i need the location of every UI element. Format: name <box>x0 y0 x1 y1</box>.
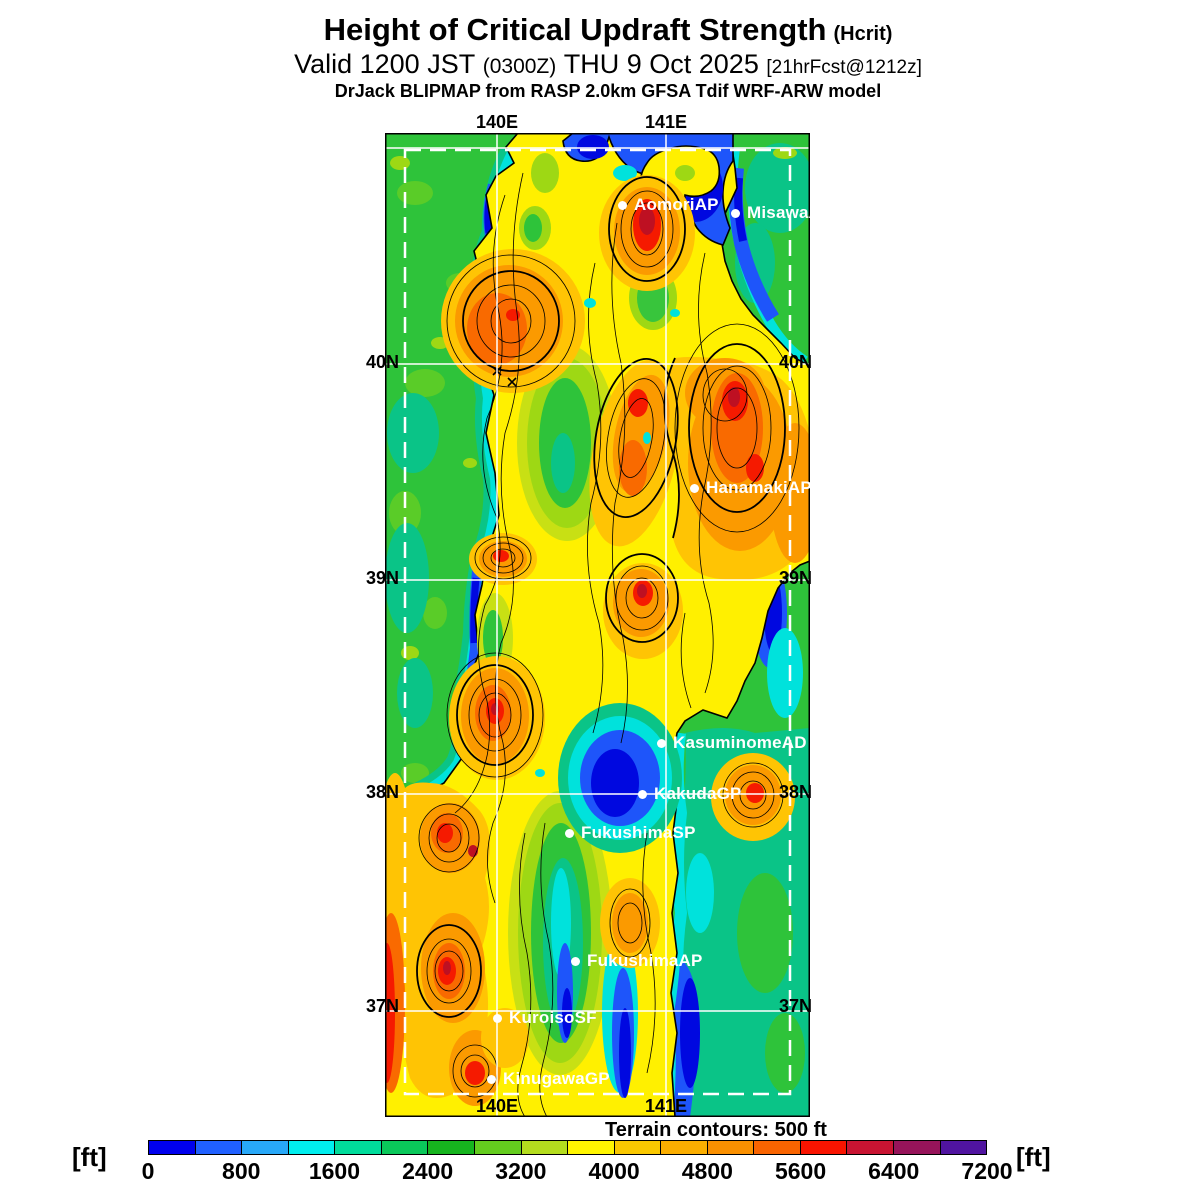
station-MisawaAD: MisawaAD <box>731 203 810 223</box>
station-dot-icon <box>731 208 740 218</box>
station-label: HanamakiAP <box>706 478 810 497</box>
colorbar-tick-0: 0 <box>141 1158 155 1184</box>
units-label-left: [ft] <box>72 1142 107 1172</box>
lat-label-right-38N: 38N <box>779 782 813 802</box>
station-KinugawaGP: KinugawaGP <box>487 1069 610 1089</box>
colorbar-tick-1600: 1600 <box>308 1158 361 1184</box>
colorbar-tick-2400: 2400 <box>402 1158 454 1184</box>
station-label: KinugawaGP <box>503 1069 610 1088</box>
station-label: KasuminomeAD <box>673 733 807 752</box>
lon-label-top-140E: 140E <box>475 112 519 132</box>
colorbar-segment-4400 <box>660 1140 708 1155</box>
lat-label-right-39N: 39N <box>779 568 813 588</box>
lon-label-bottom-140E: 140E <box>475 1096 519 1116</box>
lat-label-right-40N: 40N <box>779 352 813 372</box>
station-dot-icon <box>618 200 627 210</box>
colorbar-tick-3200: 3200 <box>495 1158 547 1184</box>
colorbar-segment-1200 <box>287 1140 336 1155</box>
valid-date: THU 9 Oct 2025 <box>563 48 759 79</box>
lat-label-right-37N: 37N <box>779 996 813 1016</box>
station-KasuminomeAD: KasuminomeAD <box>657 733 807 753</box>
valid-time: Valid 1200 JST <box>294 48 476 79</box>
forecast-map: AomoriAP MisawaAD HanamakiAP KasuminomeAD Ka… <box>385 133 810 1117</box>
station-dot-icon <box>493 1013 502 1023</box>
colorbar-segment-4800 <box>706 1140 755 1155</box>
station-FukushimaSP: FukushimaSP <box>565 823 696 843</box>
colorbar-segment-5200 <box>753 1140 801 1155</box>
colorbar-segment-2400 <box>427 1140 475 1155</box>
page-title: Height of Critical Updraft Strength (Hcri… <box>8 12 1200 48</box>
colorbar-segment-0 <box>148 1140 196 1155</box>
lon-label-bottom-141E: 141E <box>644 1096 688 1116</box>
colorbar-segment-6400 <box>893 1140 941 1155</box>
colorbar-segment-1600 <box>334 1140 382 1155</box>
station-FukushimaAP: FukushimaAP <box>571 951 703 971</box>
colorbar-tick-4800: 4800 <box>681 1158 733 1184</box>
colorbar-segment-6800 <box>939 1140 988 1155</box>
station-dot-icon <box>638 789 647 799</box>
colorbar-tick-800: 800 <box>222 1158 261 1184</box>
forecast-cycle: [21hrFcst@1212z] <box>766 56 922 78</box>
contour-rings <box>416 176 800 1098</box>
colorbar-segment-5600 <box>799 1140 848 1155</box>
color-legend: Terrain contours: 500 ft [ft] 0 800 1600 24… <box>0 1110 1200 1200</box>
colorbar-tick-7200: 7200 <box>961 1158 1013 1184</box>
colorbar-segment-3200 <box>520 1140 569 1155</box>
title-suffix: (Hcrit) <box>833 23 893 45</box>
map-frame <box>385 133 810 1117</box>
terrain-contours-note: Terrain contours: 500 ft <box>605 1119 827 1141</box>
map-marks <box>492 298 680 777</box>
colorbar-segment-400 <box>194 1140 243 1155</box>
station-label: MisawaAD <box>747 203 810 222</box>
station-label: FukushimaSP <box>581 823 696 842</box>
colorbar-segment-2800 <box>473 1140 522 1155</box>
station-dot-icon <box>565 828 574 838</box>
colorbar-segment-3600 <box>567 1140 615 1155</box>
map-inner-dashed-border <box>403 148 792 1096</box>
colorbar-tick-6400: 6400 <box>868 1158 920 1184</box>
contour-lines <box>454 172 714 1117</box>
lat-label-left-38N: 38N <box>365 782 399 802</box>
station-KakudaGP: KakudaGP <box>638 784 742 804</box>
station-AomoriAP: AomoriAP <box>618 195 719 215</box>
mountains <box>385 175 810 1106</box>
valid-zulu: (0300Z) <box>482 54 557 78</box>
model-line: DrJack BLIPMAP from RASP 2.0km GFSA Tdif… <box>334 80 882 101</box>
station-label: AomoriAP <box>634 195 719 214</box>
map-svg <box>385 133 810 1117</box>
station-markers: AomoriAP MisawaAD HanamakiAP KasuminomeAD Ka… <box>385 133 810 1117</box>
station-dot-icon <box>690 483 699 493</box>
header: Height of Critical Updraft Strength (Hcri… <box>8 12 1200 101</box>
colorbar-tick-5600: 5600 <box>774 1158 827 1184</box>
lat-label-left-40N: 40N <box>365 352 399 372</box>
lon-label-top-141E: 141E <box>644 112 688 132</box>
station-dot-icon <box>487 1074 496 1084</box>
title-main: Height of Critical Updraft Strength <box>323 12 827 47</box>
station-dot-icon <box>657 738 666 748</box>
colorbar-segment-2000 <box>380 1140 429 1155</box>
lat-label-left-37N: 37N <box>365 996 399 1016</box>
colorbar <box>148 1140 988 1155</box>
station-label: KakudaGP <box>654 784 742 803</box>
colorbar-tick-4000: 4000 <box>588 1158 640 1184</box>
station-HanamakiAP: HanamakiAP <box>690 478 810 498</box>
station-label: KuroisoSF <box>509 1008 597 1027</box>
latlon-gridlines <box>385 133 810 1117</box>
units-label-right: [ft] <box>1016 1142 1051 1172</box>
station-KuroisoSF: KuroisoSF <box>493 1008 597 1028</box>
station-dot-icon <box>571 956 580 966</box>
colorbar-segment-4000 <box>613 1140 662 1155</box>
lat-label-left-39N: 39N <box>365 568 399 588</box>
station-label: FukushimaAP <box>587 951 703 970</box>
colorbar-segment-800 <box>241 1140 289 1155</box>
valid-line: Valid 1200 JST (0300Z) THU 9 Oct 2025 [2… <box>8 49 1200 80</box>
colorbar-segment-6000 <box>846 1140 894 1155</box>
